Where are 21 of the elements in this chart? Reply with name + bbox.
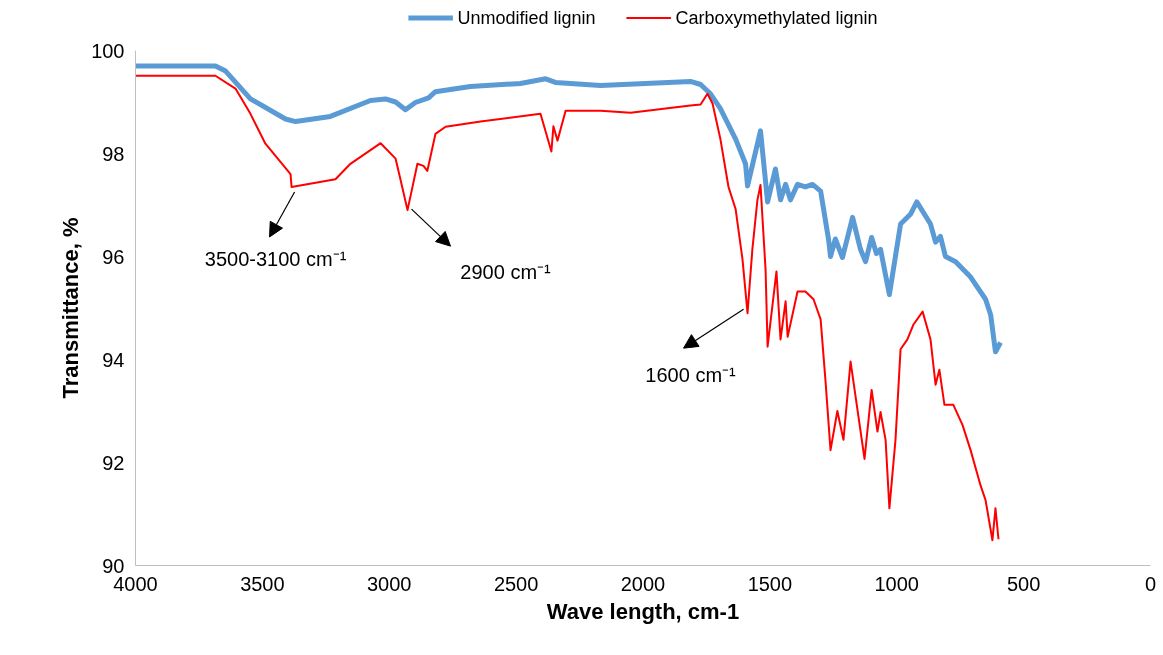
annotation: 2900 cm⁻¹ — [460, 261, 552, 284]
x-tick-label: 2000 — [620, 572, 666, 595]
line-series — [135, 74, 1000, 542]
annotation: 1600 cm⁻¹ — [645, 364, 737, 387]
y-tick-label: 94 — [102, 348, 125, 371]
x-tick-label: 3000 — [367, 572, 412, 595]
x-tick-label: 3500 — [240, 572, 285, 595]
annotation: 3500-3100 cm⁻¹ — [204, 247, 347, 270]
x-tick-label: 500 — [1006, 572, 1041, 595]
y-tick-label: 98 — [102, 142, 125, 165]
y-tick-label: 96 — [102, 245, 125, 268]
x-axis-title: Wave length, cm-1 — [546, 598, 740, 624]
y-tick-label: 92 — [102, 451, 125, 474]
x-tick-label: 1500 — [747, 572, 793, 595]
legend-label: Unmodified lignin — [457, 7, 596, 28]
y-tick-label: 100 — [91, 39, 125, 62]
legend-label: Carboxymethylated lignin — [675, 7, 878, 28]
x-tick-label: 1000 — [874, 572, 919, 595]
y-axis-title: Transmittance, % — [58, 217, 84, 399]
x-tick-label: 2500 — [493, 572, 539, 595]
x-tick-label: 0 — [1144, 572, 1157, 595]
